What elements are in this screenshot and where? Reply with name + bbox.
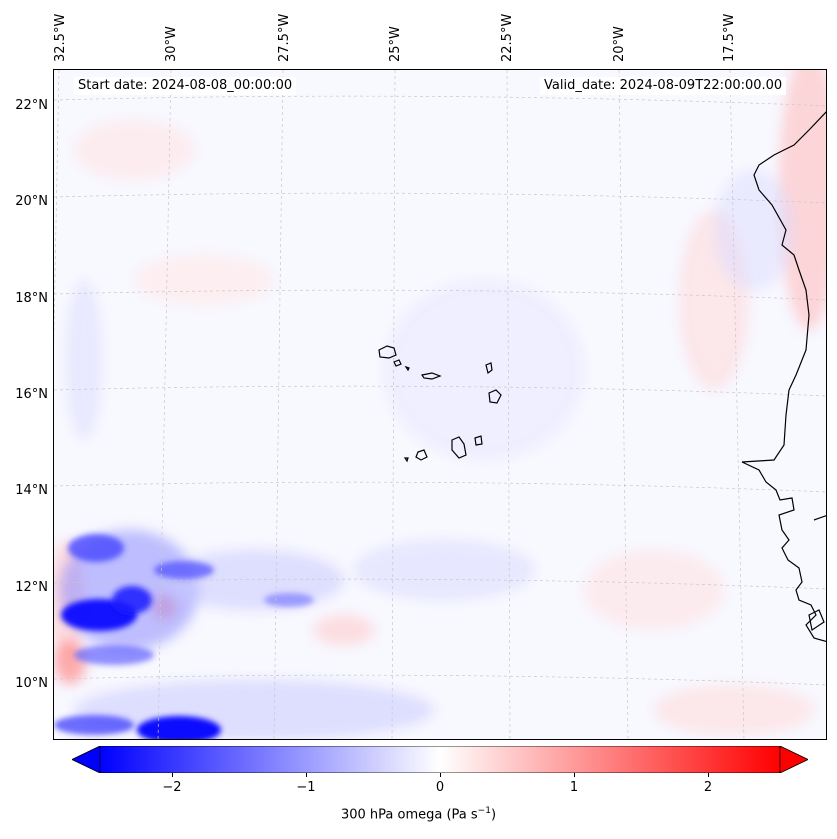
omega-positive-region <box>74 120 194 180</box>
omega-strong-negative-region <box>137 716 221 739</box>
graticule-lat-20n <box>54 192 826 204</box>
colorbar-tick-label: −1 <box>296 780 316 795</box>
lat-label-16n: 16°N <box>15 387 48 402</box>
graticule-lon-25w <box>391 70 396 739</box>
omega-negative-region <box>66 280 102 440</box>
omega-positive-region <box>779 70 826 330</box>
omega-field-map <box>54 70 826 739</box>
valid-date-label: Valid_date: 2024-08-09T22:00:00.00 <box>540 77 787 95</box>
omega-strong-negative-region <box>112 586 152 614</box>
omega-positive-region <box>134 255 274 305</box>
lon-label-20w: 20°W <box>612 26 627 62</box>
omega-negative-region <box>74 680 434 739</box>
lat-label-18n: 18°N <box>15 291 48 306</box>
colorbar-extend-negative <box>72 746 101 773</box>
omega-strong-negative-region <box>68 534 124 562</box>
colorbar-label: 300 hPa omega (Pa s−1) <box>0 806 837 822</box>
lat-label-20n: 20°N <box>15 194 48 209</box>
lon-label-22.5w: 22.5°W <box>500 13 515 62</box>
island-santo-antao <box>378 345 397 359</box>
colorbar-label-end: ) <box>490 807 497 823</box>
island-sao-nicolau <box>421 372 442 380</box>
colorbar-label-main: 300 hPa omega (Pa s <box>340 807 478 823</box>
omega-strong-negative-region <box>264 593 314 607</box>
omega-strong-field <box>54 534 314 739</box>
omega-positive-region <box>584 550 724 630</box>
lon-label-27.5w: 27.5°W <box>277 13 292 62</box>
lat-label-14n: 14°N <box>15 483 48 498</box>
graticule-lon-30w <box>157 70 172 739</box>
island-maio <box>474 435 483 446</box>
island-sao-vicente <box>393 359 402 367</box>
graticule-lon-22.5w <box>506 70 511 739</box>
omega-negative-region <box>384 280 584 460</box>
graticule-lat-10n <box>54 674 826 686</box>
lon-label-32.5w: 32.5°W <box>53 13 68 62</box>
lon-label-25w: 25°W <box>388 26 403 62</box>
colorbar-label-exponent: −1 <box>477 806 491 816</box>
island-brava <box>403 457 409 463</box>
colorbar-tick-label: 1 <box>569 780 579 795</box>
coastline-detail <box>808 609 825 631</box>
omega-strong-negative-region <box>54 715 134 735</box>
lat-label-10n: 10°N <box>15 676 48 691</box>
island-santiago <box>451 436 467 459</box>
coastline <box>741 111 826 643</box>
graticule-lon-17.5w <box>729 70 745 739</box>
colorbar-tick-label: 0 <box>435 780 445 795</box>
lon-label-30w: 30°W <box>164 26 179 62</box>
omega-positive-region <box>54 640 86 684</box>
africa-coastline <box>741 111 826 643</box>
omega-negative-region <box>354 540 534 600</box>
graticule-lon-27.5w <box>273 70 284 739</box>
island-fogo <box>415 449 428 461</box>
omega-positive-region <box>654 685 814 735</box>
coastline-detail <box>813 515 826 521</box>
lon-label-17.5w: 17.5°W <box>722 13 737 62</box>
graticule-lat-18n <box>54 289 826 301</box>
colorbar-tick-label: 2 <box>703 780 713 795</box>
graticule <box>54 70 826 739</box>
graticule-lat-16n <box>54 385 826 397</box>
omega-negative-region <box>714 170 794 290</box>
colorbar-tickmark <box>306 773 307 777</box>
graticule-lat-22n <box>54 95 826 107</box>
colorbar-tickmark <box>708 773 709 777</box>
graticule-lon-20w <box>618 70 629 739</box>
graticule-lat-12n <box>54 578 826 590</box>
omega-strong-negative-region <box>154 561 214 579</box>
lat-label-22n: 22°N <box>15 98 48 113</box>
omega-strong-negative-region <box>74 645 154 665</box>
colorbar-tick-label: −2 <box>162 780 182 795</box>
map-panel <box>53 69 827 740</box>
omega-positive-region <box>314 615 374 645</box>
omega-field <box>54 70 826 739</box>
colorbar-extend-positive <box>779 746 808 773</box>
graticule-lat-14n <box>54 481 826 493</box>
island-santa-luzia <box>404 365 410 372</box>
colorbar-tickmark <box>172 773 173 777</box>
colorbar-gradient <box>99 746 781 773</box>
start-date-label: Start date: 2024-08-08_00:00:00 <box>74 77 297 95</box>
island-boa-vista <box>488 389 502 404</box>
colorbar <box>72 746 808 773</box>
island-sal <box>485 362 493 375</box>
omega-negative-region <box>164 550 344 610</box>
colorbar-tickmark <box>574 773 575 777</box>
colorbar-tickmark <box>440 773 441 777</box>
lat-label-12n: 12°N <box>15 580 48 595</box>
cape-verde-islands <box>378 345 502 463</box>
